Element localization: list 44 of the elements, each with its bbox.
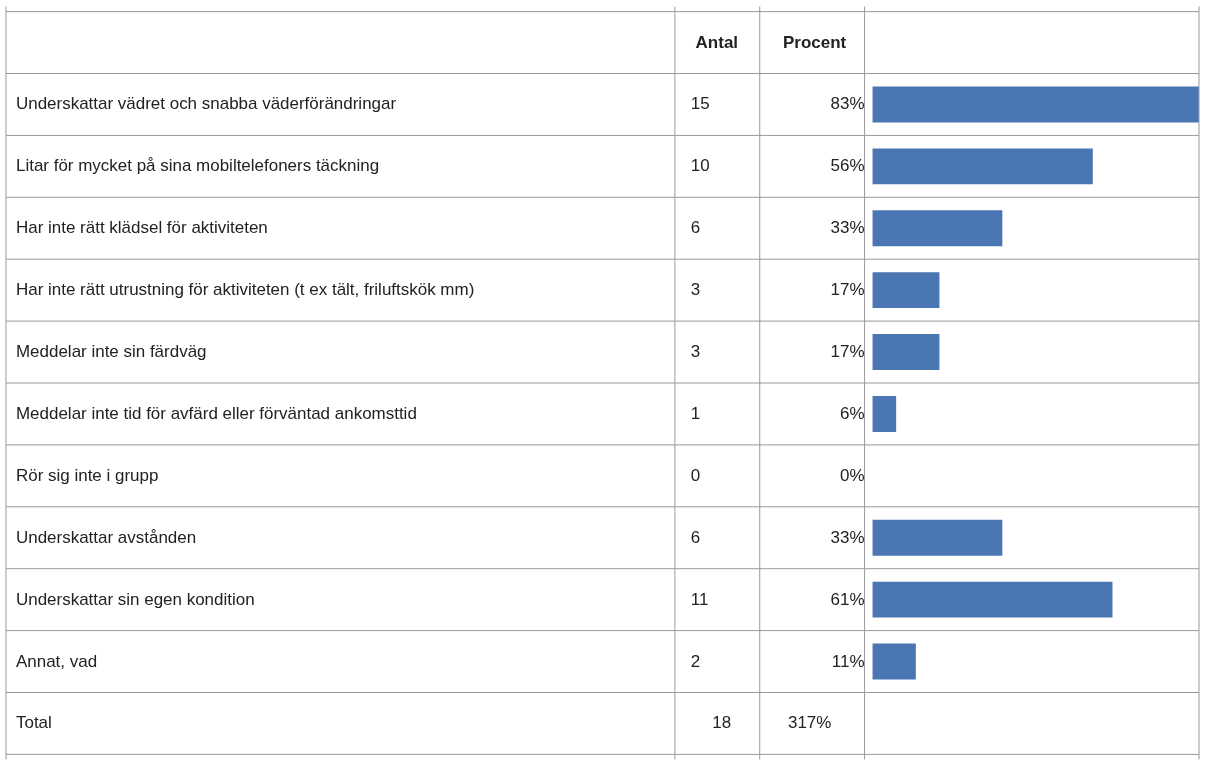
text: 11 [690, 589, 709, 609]
text: 1 [690, 403, 701, 423]
bar [872, 395, 897, 432]
data-label: 83% [830, 94, 865, 114]
text: Procent [783, 32, 847, 52]
y-tick-label: Meddelar inte sin färdväg [15, 342, 207, 362]
y-tick-label: Underskattar vädret och snabba väderförändringar [15, 94, 397, 114]
bar [872, 210, 1003, 247]
data-label: 61% [830, 589, 865, 609]
text: 6 [690, 527, 701, 547]
bar [872, 272, 940, 309]
data-label: 33% [830, 218, 865, 238]
text: 10 [690, 156, 710, 176]
y-tick-label: Underskattar sin egen kondition [15, 589, 255, 609]
data-label: 56% [830, 156, 865, 176]
bar [872, 519, 1003, 556]
bar [872, 148, 1093, 185]
bar [872, 334, 940, 371]
data-label: 17% [830, 280, 865, 300]
text: 15 [690, 94, 710, 114]
y-tick-label: Underskattar avstånden [15, 527, 197, 547]
data-label: 11% [831, 651, 865, 671]
data-label: 0% [840, 465, 865, 485]
data-label: 6% [840, 403, 865, 423]
y-tick-label: Har inte rätt utrustning för aktiviteten (t ex tält, friluftskök mm) [15, 280, 475, 300]
text: 0 [690, 465, 701, 485]
data-label: 33% [830, 527, 865, 547]
text: 18 [712, 713, 732, 733]
text: 6 [690, 218, 701, 238]
text: 2 [690, 651, 701, 671]
text: Antal [695, 32, 739, 52]
y-tick-label: Litar för mycket på sina mobiltelefoners täckning [15, 156, 380, 176]
data-label: 17% [830, 342, 865, 362]
y-tick-label: Rör sig inte i grupp [15, 465, 159, 485]
y-tick-label: Meddelar inte tid för avfärd eller förväntad ankomsttid [15, 403, 417, 423]
text: Total [15, 713, 52, 733]
text: 3 [690, 342, 701, 362]
y-tick-label: Annat, vad [15, 651, 98, 671]
text: 3 [690, 280, 701, 300]
bar [872, 86, 1200, 123]
text: 317% [787, 713, 832, 733]
bar [872, 643, 916, 680]
bar [872, 581, 1113, 618]
y-tick-label: Har inte rätt klädsel för aktiviteten [15, 218, 268, 238]
